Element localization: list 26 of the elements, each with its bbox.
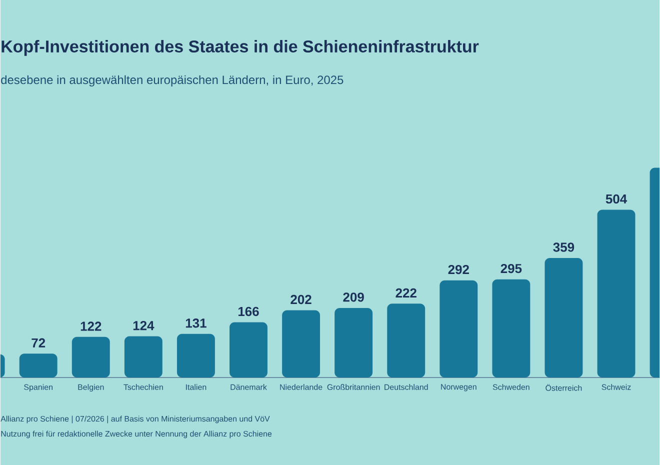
bar	[19, 353, 58, 378]
bar	[124, 336, 162, 378]
bar	[176, 334, 215, 378]
chart-subtitle: desebene in ausgewählten europäischen Ländern, in Euro, 2025	[1, 75, 344, 86]
data-label: 295	[500, 264, 522, 273]
bar	[492, 279, 530, 378]
data-label: 359	[553, 242, 574, 252]
bar	[334, 308, 373, 378]
bar	[597, 210, 636, 378]
bar	[440, 280, 478, 378]
data-label: 131	[186, 318, 206, 328]
data-label: 292	[448, 264, 469, 274]
bar	[387, 303, 426, 378]
data-label: 166	[238, 306, 259, 316]
data-label: 209	[343, 292, 364, 302]
bar	[230, 322, 268, 378]
data-label: 122	[80, 321, 102, 331]
bar	[72, 336, 110, 378]
chart-title: Kopf-Investitionen des Staates in die Schieneninfrastruktur	[2, 40, 479, 56]
bar	[544, 258, 583, 378]
bar	[282, 310, 320, 378]
data-label: 72	[32, 338, 46, 348]
data-label: 504	[606, 194, 628, 204]
data-label: 202	[290, 294, 312, 304]
data-label: 124	[133, 320, 154, 330]
data-label: 222	[396, 288, 416, 298]
